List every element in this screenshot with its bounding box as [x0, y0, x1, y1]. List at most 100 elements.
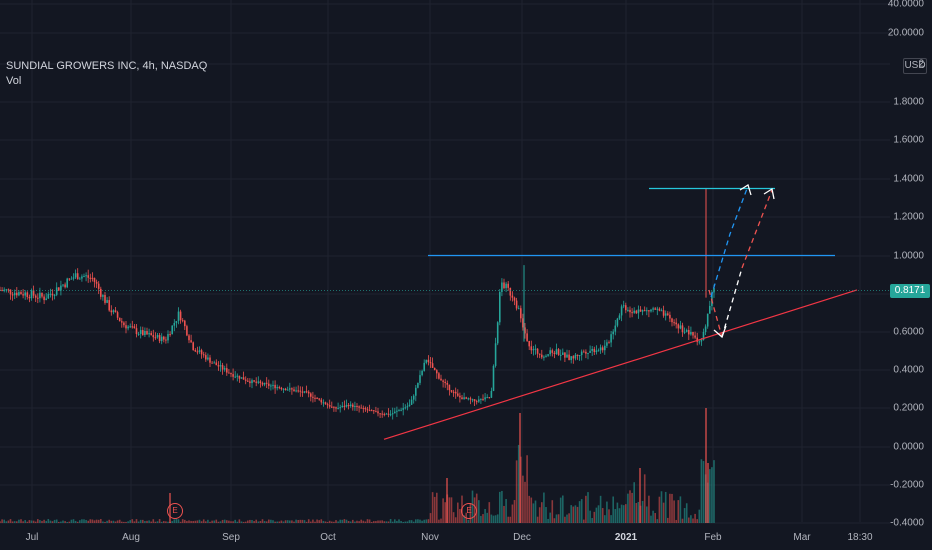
volume-bar	[0, 521, 1, 523]
candle-body	[671, 318, 673, 323]
candle-body	[34, 295, 37, 298]
candle-body	[289, 388, 291, 390]
volume-bar	[459, 509, 461, 523]
candle-body	[70, 278, 73, 280]
volume-bar	[55, 519, 58, 523]
volume-bar	[74, 520, 77, 523]
candle-body	[320, 399, 323, 403]
volume-bar	[167, 521, 169, 523]
volume-bar	[608, 509, 610, 523]
volume-bar	[133, 521, 136, 523]
candle-body	[154, 337, 157, 339]
projection-arrow[interactable]	[721, 267, 743, 338]
volume-bar	[625, 504, 627, 523]
projection-arrow[interactable]	[710, 185, 749, 298]
volume-bar	[324, 521, 327, 523]
volume-bar	[429, 513, 432, 523]
earnings-marker-aug[interactable]: E	[167, 503, 183, 519]
support-trendline[interactable]	[383, 289, 858, 440]
candle-body	[244, 379, 247, 381]
volume-bar	[318, 520, 320, 523]
candle-body	[465, 397, 467, 399]
candle-body	[234, 376, 236, 378]
volume-bar	[450, 497, 453, 523]
candle-body	[377, 411, 379, 414]
volume-bar	[150, 521, 152, 523]
volume-bar	[110, 520, 113, 523]
volume-bar	[213, 520, 215, 523]
volume-bar	[345, 519, 348, 523]
candle-body	[685, 329, 688, 332]
volume-bar	[391, 521, 394, 523]
volume-bar	[660, 491, 663, 523]
candle-body	[366, 409, 369, 411]
volume-bar	[652, 510, 654, 523]
volume-bar	[335, 520, 337, 523]
candle-body	[322, 402, 325, 404]
candle-body	[265, 382, 268, 384]
price-tick-label: 1.2000	[893, 211, 924, 223]
volume-bar	[620, 504, 623, 523]
volume-bar	[47, 519, 50, 523]
candle-body	[347, 404, 350, 407]
candle-body	[72, 277, 75, 279]
volume-bar	[622, 505, 625, 523]
volume-bar	[673, 500, 675, 523]
candle-body	[349, 404, 352, 407]
candle-body	[662, 310, 665, 316]
volume-bar	[503, 505, 505, 523]
currency-button[interactable]: USD	[903, 58, 927, 74]
candle-body	[106, 300, 108, 303]
volume-bar	[566, 514, 568, 523]
candle-body	[578, 355, 581, 357]
candle-body	[505, 283, 507, 289]
volume-bar	[375, 521, 377, 523]
volume-bar	[200, 521, 203, 523]
candle-body	[142, 330, 144, 336]
volume-bar	[286, 520, 289, 523]
volume-bar	[436, 492, 438, 523]
volume-bar	[331, 521, 333, 523]
candle-body	[110, 310, 113, 313]
candle-body	[490, 390, 493, 398]
projection-arrow[interactable]	[708, 289, 723, 338]
candle-body	[263, 382, 266, 385]
candle-body	[335, 407, 337, 409]
candle-body	[524, 327, 526, 334]
volume-bar	[517, 444, 520, 523]
volume-bar	[662, 502, 665, 523]
earnings-marker-nov[interactable]: E	[461, 503, 477, 519]
volume-bar	[499, 491, 501, 523]
volume-bar	[356, 520, 358, 523]
candle-body	[536, 348, 539, 354]
candle-body	[690, 332, 692, 335]
volume-bar	[368, 519, 371, 523]
candle-body	[482, 398, 484, 400]
candle-body	[370, 410, 373, 412]
candle-body	[163, 336, 165, 340]
symbol-title[interactable]: SUNDIAL GROWERS INC, 4h, NASDAQ	[6, 60, 208, 72]
volume-bar	[106, 520, 108, 523]
volume-bar	[30, 520, 33, 523]
projection-arrow[interactable]	[741, 189, 773, 269]
volume-bar	[583, 519, 585, 523]
candle-body	[156, 335, 159, 338]
candle-body	[118, 317, 121, 322]
volume-bar	[667, 517, 669, 523]
candle-body	[513, 297, 516, 301]
volume-bar	[593, 511, 596, 523]
volume-bar	[524, 481, 526, 523]
candle-body	[709, 305, 711, 314]
candle-body	[160, 336, 163, 342]
candle-body	[530, 346, 533, 351]
candle-body	[60, 285, 62, 291]
volume-bar	[383, 521, 386, 523]
volume-indicator-label[interactable]: Vol	[6, 75, 22, 87]
candle-body	[433, 367, 436, 371]
candle-body	[337, 407, 339, 409]
candle-body	[114, 310, 117, 313]
candle-body	[326, 404, 329, 406]
volume-bar	[610, 515, 612, 523]
volume-bar	[488, 502, 491, 523]
